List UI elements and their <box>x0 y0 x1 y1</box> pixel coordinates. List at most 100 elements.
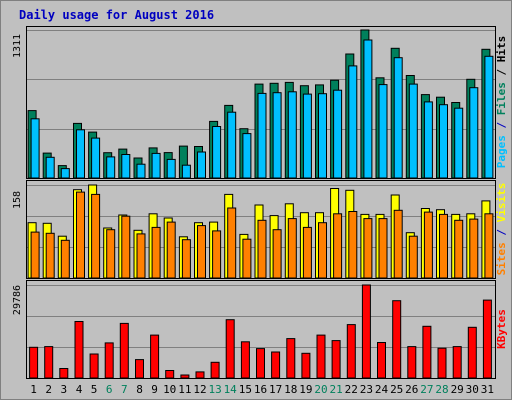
legend-part: Visits <box>495 183 508 223</box>
x-tick-label-day-17: 17 <box>269 383 282 396</box>
bar-sites-day-4 <box>76 191 85 279</box>
bar-kbytes-day-13 <box>210 361 220 379</box>
x-tick-label-day-6: 6 <box>106 383 113 396</box>
x-tick-label-day-22: 22 <box>345 383 358 396</box>
legend-part: Hits <box>495 36 508 63</box>
legend-part: Sites <box>495 242 508 275</box>
bar-kbytes-day-30 <box>467 326 477 379</box>
bar-files-day-5 <box>91 137 101 179</box>
bar-kbytes-day-20 <box>316 334 326 379</box>
legend-part: Pages <box>495 135 508 168</box>
bar-files-day-6 <box>106 156 116 179</box>
x-tick-label-day-21: 21 <box>329 383 342 396</box>
x-tick-label-day-18: 18 <box>284 383 297 396</box>
bar-files-day-17 <box>272 92 282 179</box>
x-tick-label-day-15: 15 <box>239 383 252 396</box>
bar-files-day-4 <box>76 129 85 179</box>
bar-files-day-19 <box>302 93 312 179</box>
bar-sites-day-27 <box>423 211 433 279</box>
legend-part: / <box>495 62 508 82</box>
bar-sites-day-12 <box>197 225 206 279</box>
bar-sites-day-25 <box>393 209 403 279</box>
bar-kbytes-day-28 <box>437 347 447 379</box>
bar-kbytes-day-24 <box>377 342 386 379</box>
bar-kbytes-day-16 <box>256 348 265 379</box>
bar-kbytes-day-19 <box>301 352 311 379</box>
bar-sites-day-15 <box>242 238 252 279</box>
x-tick-label-day-27: 27 <box>420 383 433 396</box>
bar-kbytes-day-8 <box>135 359 144 379</box>
bar-sites-day-28 <box>439 213 448 279</box>
bar-kbytes-day-12 <box>195 371 205 379</box>
chart-title: Daily usage for August 2016 <box>19 8 214 22</box>
x-tick-label-day-7: 7 <box>121 383 128 396</box>
bar-kbytes-day-6 <box>104 342 114 379</box>
y-max-label: 158 <box>12 191 23 209</box>
bar-sites-day-17 <box>272 229 282 279</box>
bar-kbytes-day-31 <box>482 299 492 379</box>
bar-sites-day-5 <box>91 193 101 279</box>
bar-kbytes-day-15 <box>240 341 250 379</box>
bar-sites-day-13 <box>212 230 222 279</box>
bar-files-day-15 <box>242 133 252 179</box>
bar-sites-day-26 <box>408 235 418 279</box>
bar-sites-day-7 <box>121 215 131 279</box>
bar-kbytes-day-2 <box>44 346 54 379</box>
bar-kbytes-day-26 <box>407 346 417 379</box>
bar-sites-day-3 <box>60 239 70 279</box>
bar-files-day-21 <box>333 89 343 179</box>
x-tick-label-day-26: 26 <box>405 383 418 396</box>
x-tick-label-day-1: 1 <box>30 383 37 396</box>
legend-part: / <box>495 222 508 242</box>
bar-sites-day-23 <box>363 218 373 279</box>
bar-files-day-20 <box>318 93 327 179</box>
x-tick-label-day-29: 29 <box>451 383 464 396</box>
x-tick-label-day-4: 4 <box>76 383 83 396</box>
bar-files-day-7 <box>121 154 131 179</box>
legend-part: KBytes <box>495 309 508 349</box>
panel-pages-files-hits: 1311 Pages / Files / Hits <box>12 26 508 179</box>
x-tick-label-day-10: 10 <box>163 383 176 396</box>
x-tick-label-day-16: 16 <box>254 383 267 396</box>
panel-kbytes: 29786 KBytes <box>12 280 508 379</box>
bar-files-day-29 <box>454 107 464 179</box>
bar-kbytes-day-4 <box>74 321 84 379</box>
bar-files-day-18 <box>287 91 297 179</box>
x-tick-label-day-14: 14 <box>224 383 238 396</box>
legend-part: Files <box>495 82 508 115</box>
x-tick-label-day-25: 25 <box>390 383 403 396</box>
bar-kbytes-day-1 <box>29 346 39 379</box>
bar-files-day-31 <box>484 55 494 179</box>
bar-sites-day-21 <box>333 213 343 279</box>
bar-files-day-30 <box>469 87 479 179</box>
bar-sites-day-29 <box>454 219 464 279</box>
x-tick-label-day-5: 5 <box>91 383 98 396</box>
bar-files-day-11 <box>181 164 191 179</box>
legend-label: Sites / Visits <box>495 183 508 276</box>
bar-sites-day-10 <box>166 221 176 279</box>
bar-sites-day-1 <box>30 231 40 279</box>
bar-sites-day-6 <box>106 229 116 279</box>
bar-files-day-14 <box>227 111 237 179</box>
x-tick-label-day-24: 24 <box>375 383 389 396</box>
legend-part: / <box>495 115 508 135</box>
x-tick-label-day-9: 9 <box>151 383 158 396</box>
bar-files-day-25 <box>393 57 403 179</box>
bar-files-day-9 <box>151 152 161 179</box>
x-tick-label-day-13: 13 <box>208 383 221 396</box>
bar-files-day-23 <box>363 39 373 179</box>
x-tick-label-day-2: 2 <box>45 383 52 396</box>
bar-kbytes-day-17 <box>271 351 281 379</box>
bar-kbytes-day-7 <box>119 322 129 379</box>
x-tick-label-day-8: 8 <box>136 383 143 396</box>
bar-files-day-1 <box>30 118 40 179</box>
bar-kbytes-day-22 <box>346 324 356 379</box>
bar-kbytes-day-18 <box>286 338 296 379</box>
bar-files-day-8 <box>136 163 146 179</box>
x-tick-label-day-30: 30 <box>466 383 479 396</box>
y-max-label: 1311 <box>12 34 23 58</box>
x-tick-label-day-12: 12 <box>193 383 206 396</box>
bar-sites-day-8 <box>136 233 146 279</box>
bar-kbytes-day-23 <box>361 284 371 379</box>
bar-kbytes-day-5 <box>89 353 99 379</box>
